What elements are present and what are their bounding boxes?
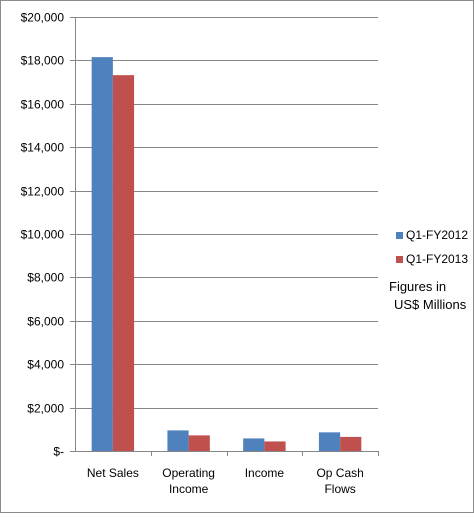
x-tick-label: Op Cash Flows bbox=[316, 466, 363, 496]
bars bbox=[91, 57, 362, 452]
bar-q1-fy2013-income bbox=[264, 441, 286, 451]
y-tick-label: $4,000 bbox=[27, 358, 64, 372]
y-tick-label: $8,000 bbox=[27, 271, 64, 285]
x-tick-label: Operating Income bbox=[162, 466, 215, 496]
legend-label: Q1-FY2012 bbox=[406, 228, 468, 242]
legend-label: Q1-FY2013 bbox=[406, 252, 468, 266]
y-tick-label: $- bbox=[53, 445, 64, 459]
y-tick-label: $2,000 bbox=[27, 402, 64, 416]
legend-swatch bbox=[396, 256, 403, 263]
y-axis: $- $2,000 $4,000 $6,000 $8,000 $10,000 $12,000… bbox=[21, 11, 76, 459]
bar-q1-fy2012-operating-income bbox=[167, 430, 189, 451]
legend: Q1-FY2012 Q1-FY2013 bbox=[396, 228, 468, 266]
units-annotation-text: Figures in US$ Millions bbox=[389, 279, 467, 312]
x-axis: Net Sales Operating Income Income Op Cash Flo… bbox=[75, 451, 379, 496]
legend-swatch bbox=[396, 232, 403, 239]
bar-q1-fy2012-net-sales bbox=[91, 57, 113, 452]
bar-q1-fy2013-op-cash-flows bbox=[340, 436, 362, 451]
y-tick-label: $18,000 bbox=[21, 54, 65, 68]
y-tick-label: $20,000 bbox=[21, 11, 65, 25]
bar-q1-fy2013-operating-income bbox=[188, 435, 210, 451]
y-tick-label: $10,000 bbox=[21, 228, 65, 242]
y-tick-label: $16,000 bbox=[21, 98, 65, 112]
units-annotation: Figures in US$ Millions bbox=[389, 279, 467, 312]
x-tick-label: Net Sales bbox=[87, 466, 139, 480]
bar-q1-fy2013-net-sales bbox=[112, 75, 135, 451]
x-tick-label: Income bbox=[245, 466, 285, 480]
bar-q1-fy2012-income bbox=[243, 438, 265, 451]
bar-q1-fy2012-op-cash-flows bbox=[318, 432, 341, 451]
y-tick-label: $14,000 bbox=[21, 141, 65, 155]
y-tick-label: $12,000 bbox=[21, 185, 65, 199]
y-tick-label: $6,000 bbox=[27, 315, 64, 329]
